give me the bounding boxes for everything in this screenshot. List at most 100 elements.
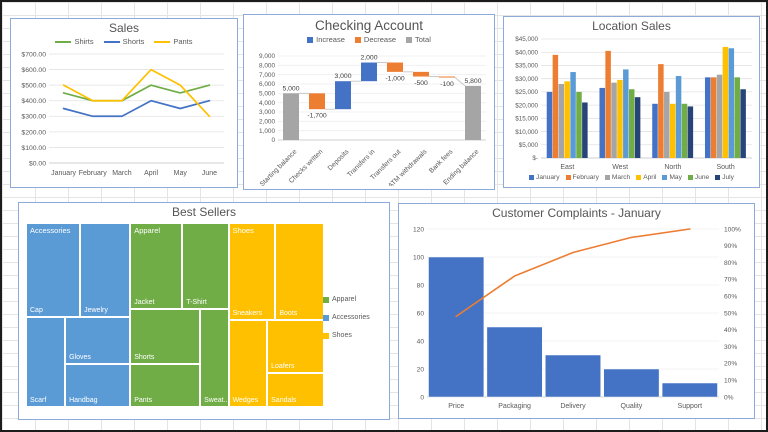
- checking-plot-area: 0 1,000 2,000 3,000 4,000 5,000 6,000 7,000 8,00…: [259, 53, 486, 186]
- legend-swatch: [565, 175, 571, 181]
- treemap-cell[interactable]: Jewelry: [81, 223, 130, 316]
- treemap-item-label: Wedges: [232, 396, 259, 404]
- treemap-cell[interactable]: Wedges: [229, 321, 267, 406]
- svg-text:9,000: 9,000: [259, 53, 275, 60]
- svg-text:January: January: [51, 170, 76, 177]
- treemap-branch: Apparel Jacket T-Shirt: [131, 223, 228, 309]
- legend-item: Total: [406, 35, 431, 44]
- svg-text:5,000: 5,000: [282, 85, 299, 92]
- legend-item: Accessories: [323, 314, 385, 321]
- legend-item: Shoes: [323, 332, 385, 339]
- treemap-cell[interactable]: Shoes Sneakers: [229, 223, 275, 320]
- sales-chart-title: Sales: [108, 21, 140, 35]
- legend-swatch: [604, 175, 610, 181]
- legend-swatch: [715, 175, 721, 181]
- legend-swatch: [636, 175, 642, 181]
- treemap: Accessories Cap Jewelry Scarf Gloves Handbag A…: [27, 223, 323, 406]
- treemap-cell[interactable]: Gloves: [66, 317, 130, 364]
- treemap-cell[interactable]: Sandals: [268, 373, 323, 406]
- svg-text:East: East: [560, 164, 574, 171]
- svg-text:80%: 80%: [724, 260, 737, 267]
- svg-text:Support: Support: [678, 403, 703, 410]
- location-sales-bar-chart[interactable]: Location Sales $- $5,000 $10,000 $15,000 $20…: [503, 16, 760, 188]
- svg-text:West: West: [612, 164, 628, 171]
- svg-text:10%: 10%: [724, 377, 737, 384]
- svg-text:$40,000: $40,000: [515, 49, 538, 56]
- treemap-cell[interactable]: Boots: [276, 223, 323, 320]
- svg-text:$300.00: $300.00: [21, 113, 46, 120]
- svg-text:6,000: 6,000: [259, 81, 275, 88]
- treemap-branch: Shorts Pants Sweat...: [131, 310, 228, 406]
- legend-swatch: [406, 36, 413, 43]
- svg-text:$100.00: $100.00: [21, 145, 46, 152]
- svg-text:5,000: 5,000: [259, 90, 275, 97]
- svg-text:90%: 90%: [724, 243, 737, 250]
- treemap-item-label: Pants: [134, 396, 153, 404]
- svg-text:7,000: 7,000: [259, 71, 275, 78]
- checking-account-waterfall-chart[interactable]: Checking Account Increase Decrease Total 0…: [243, 14, 495, 190]
- svg-text:100: 100: [413, 254, 424, 261]
- legend-swatch: [154, 40, 171, 43]
- legend-swatch: [323, 296, 329, 303]
- svg-text:3,000: 3,000: [334, 73, 351, 80]
- svg-text:Quality: Quality: [621, 403, 643, 410]
- treemap-item-label: Gloves: [69, 354, 91, 362]
- legend-item: Decrease: [354, 35, 396, 44]
- sales-plot-area: $0.00 $100.00 $200.00 $300.00 $400.00 $500.00…: [21, 51, 224, 177]
- svg-text:2,000: 2,000: [259, 118, 275, 125]
- treemap-group-label: Apparel: [134, 225, 161, 235]
- treemap-group-label: Accessories: [30, 225, 71, 235]
- svg-text:March: March: [112, 170, 132, 177]
- treemap-cell[interactable]: Sweat...: [201, 310, 228, 406]
- treemap-cell[interactable]: T-Shirt: [183, 223, 228, 309]
- svg-text:0%: 0%: [724, 394, 734, 401]
- best-sellers-treemap-chart[interactable]: Best Sellers Accessories Cap Jewelry Scarf G…: [18, 202, 390, 420]
- legend-item: Increase: [307, 35, 345, 44]
- svg-text:20%: 20%: [724, 360, 737, 367]
- svg-text:Deposits: Deposits: [327, 148, 351, 172]
- treemap-item-label: Shorts: [134, 353, 155, 361]
- complaints-chart-title: Customer Complaints - January: [492, 206, 661, 220]
- legend-item: March: [604, 174, 630, 181]
- svg-text:50%: 50%: [724, 310, 737, 317]
- svg-text:4,000: 4,000: [259, 99, 275, 106]
- treemap-item-label: Jacket: [134, 299, 155, 307]
- svg-text:-1,700: -1,700: [307, 112, 326, 119]
- svg-text:February: February: [79, 170, 108, 177]
- treemap-cell[interactable]: Loafers: [268, 321, 323, 372]
- treemap-cell[interactable]: Accessories Cap: [27, 223, 80, 316]
- complaints-plot-area: 0 20 40 60 80 100 120 0% 10% 20% 30% 40% 50% 60% 70% 80…: [413, 226, 741, 410]
- treemap-cell[interactable]: Shorts: [131, 310, 200, 363]
- legend-swatch: [662, 175, 668, 181]
- svg-text:May: May: [174, 170, 188, 177]
- sales-line-chart[interactable]: Sales Shirts Shorts Pants $0.00 $100.00 $200…: [10, 18, 238, 188]
- treemap-branch: Shoes Sneakers Boots: [229, 223, 323, 320]
- svg-text:Bank fees: Bank fees: [428, 148, 455, 175]
- treemap-branch: Accessories Cap Jewelry: [27, 223, 130, 316]
- treemap-item-label: Sweat...: [204, 396, 228, 404]
- best-sellers-legend: Apparel Accessories Shoes: [323, 224, 385, 412]
- svg-text:80: 80: [417, 282, 425, 289]
- treemap-cell[interactable]: Pants: [131, 364, 200, 406]
- customer-complaints-pareto-chart[interactable]: Customer Complaints - January 0 20 40 60 80 1…: [398, 203, 755, 419]
- legend-item: Shorts: [103, 37, 144, 46]
- svg-text:3,000: 3,000: [259, 109, 275, 116]
- treemap-branch: Scarf Gloves Handbag: [27, 317, 130, 406]
- svg-text:$200.00: $200.00: [21, 129, 46, 136]
- svg-text:Packaging: Packaging: [498, 403, 531, 410]
- treemap-cell[interactable]: Apparel Jacket: [131, 223, 182, 309]
- legend-item: February: [565, 174, 599, 181]
- svg-text:-100: -100: [440, 80, 454, 87]
- svg-text:North: North: [664, 164, 681, 171]
- treemap-cell[interactable]: Scarf: [27, 317, 65, 406]
- svg-text:5,800: 5,800: [464, 77, 481, 84]
- treemap-branch: Shoes Sneakers Boots Wedges Loafers Sandals: [229, 223, 323, 406]
- svg-text:$0.00: $0.00: [29, 160, 46, 167]
- svg-text:1,000: 1,000: [259, 127, 275, 134]
- legend-item: Pants: [154, 37, 193, 46]
- legend-swatch: [307, 36, 314, 43]
- checking-chart-title: Checking Account: [314, 18, 424, 33]
- treemap-cell[interactable]: Handbag: [66, 365, 130, 406]
- svg-text:2,000: 2,000: [360, 54, 377, 61]
- svg-text:Delivery: Delivery: [560, 403, 586, 410]
